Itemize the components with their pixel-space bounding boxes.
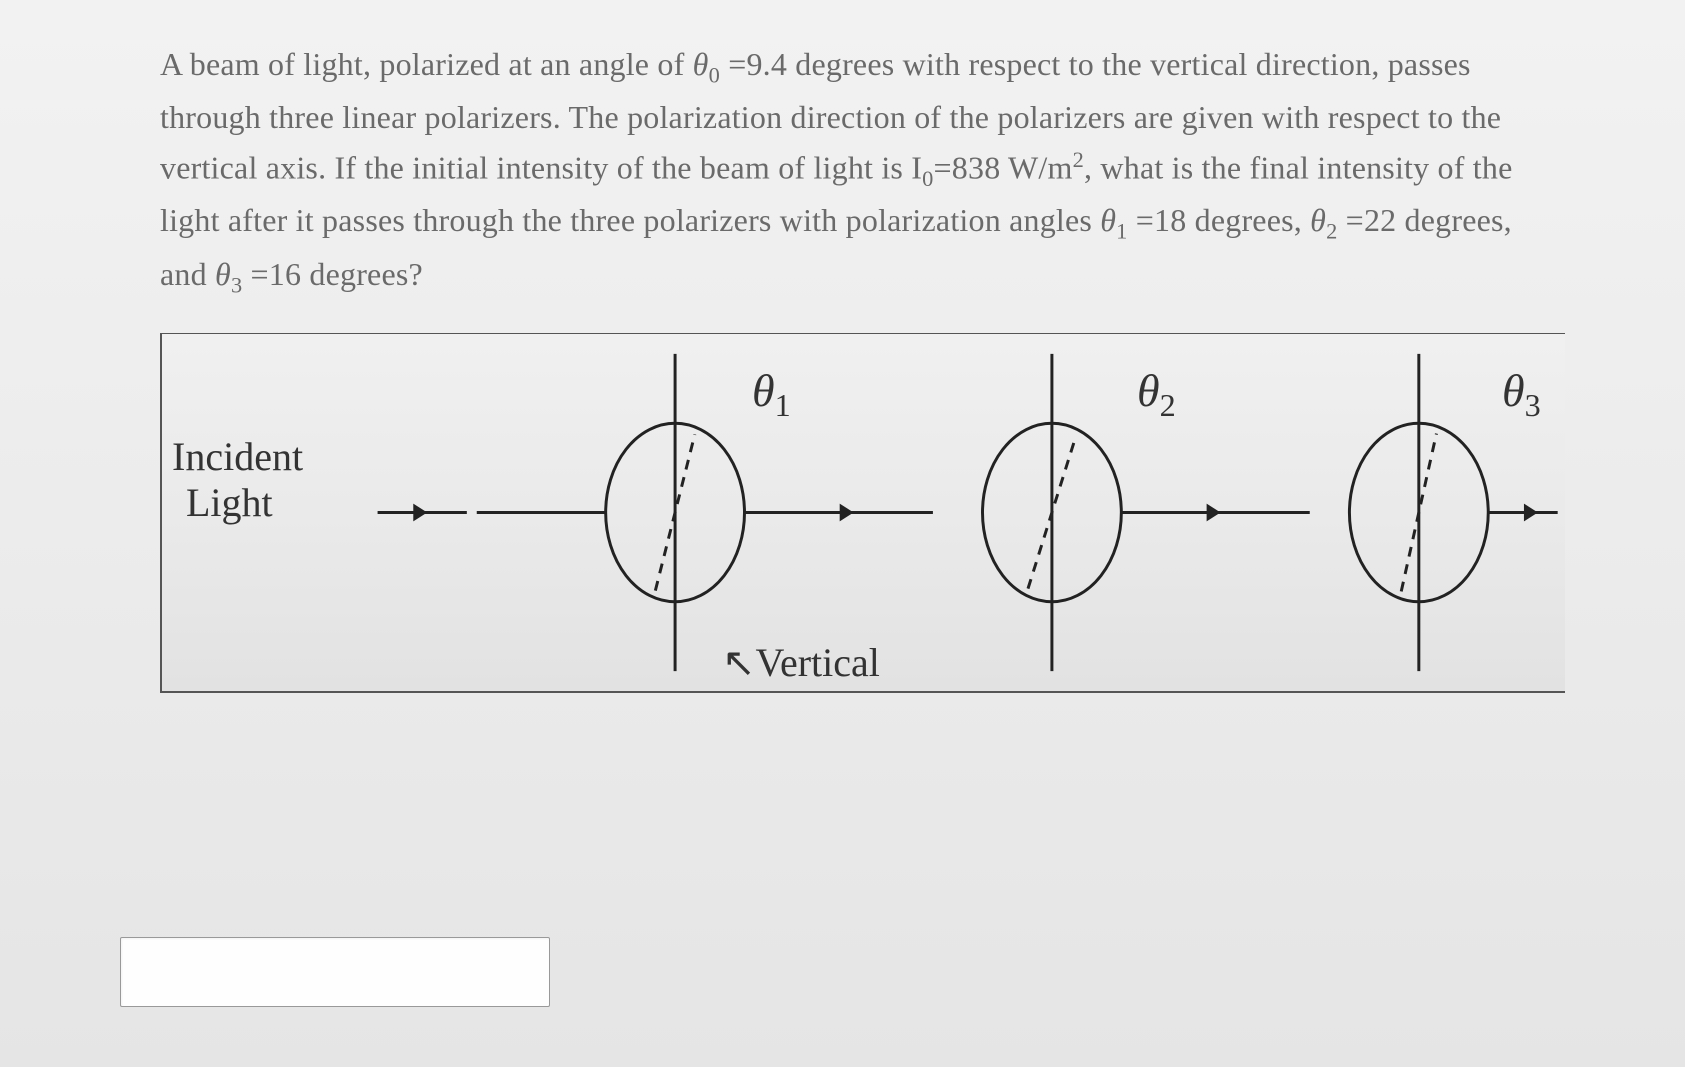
vertical-label: ↖Vertical — [722, 639, 880, 686]
theta-label-2: θ2 — [1137, 364, 1176, 424]
theta2-value: 22 — [1364, 202, 1396, 238]
theta-sub-1t: 1 — [1116, 219, 1127, 244]
theta3-value: 16 — [269, 256, 301, 292]
theta-sub-3t: 3 — [231, 272, 242, 297]
text-p5: degrees, — [1186, 202, 1310, 238]
theta-sub-2t: 2 — [1326, 219, 1337, 244]
text-p7: degrees? — [301, 256, 423, 292]
theta0-value: 9.4 — [746, 46, 787, 82]
theta-symbol-2: θ — [1310, 202, 1326, 238]
text-p1: A beam of light, polarized at an angle o… — [160, 46, 693, 82]
sq-sup: 2 — [1073, 147, 1084, 172]
vertical-text: Vertical — [756, 640, 880, 685]
i-sub-0: 0 — [922, 166, 933, 191]
theta-symbol-0: θ — [693, 46, 709, 82]
theta1-value: 18 — [1154, 202, 1186, 238]
i0-value: 838 — [952, 149, 1001, 185]
vertical-arrow-glyph: ↖ — [722, 641, 756, 685]
text-p3: W/m — [1000, 149, 1072, 185]
theta-symbol-1: θ — [1100, 202, 1116, 238]
theta-label-1: θ1 — [752, 364, 791, 424]
question-page: A beam of light, polarized at an angle o… — [0, 0, 1685, 1067]
theta-sub-0: 0 — [709, 62, 720, 87]
answer-input[interactable] — [120, 937, 550, 1007]
theta-symbol-3: θ — [215, 256, 231, 292]
theta-label-3: θ3 — [1502, 364, 1541, 424]
polarizer-diagram — [162, 334, 1565, 691]
diagram-box: Incident Light θ1θ2θ3 ↖Vertical — [160, 333, 1565, 693]
question-text: A beam of light, polarized at an angle o… — [160, 40, 1565, 303]
